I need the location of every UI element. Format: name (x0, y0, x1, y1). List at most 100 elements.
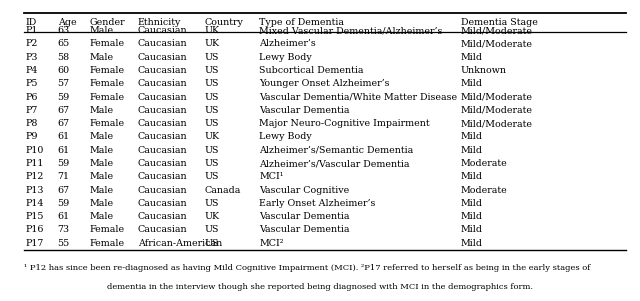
Text: Caucasian: Caucasian (138, 79, 188, 88)
Text: Male: Male (90, 146, 114, 155)
Text: Caucasian: Caucasian (138, 212, 188, 221)
Text: Mild/Moderate: Mild/Moderate (461, 119, 532, 128)
Text: Mild/Moderate: Mild/Moderate (461, 106, 532, 115)
Text: Alzheimer’s: Alzheimer’s (259, 39, 316, 48)
Text: Major Neuro-Cognitive Impairment: Major Neuro-Cognitive Impairment (259, 119, 430, 128)
Text: Male: Male (90, 212, 114, 221)
Text: US: US (205, 79, 220, 88)
Text: P3: P3 (26, 53, 38, 62)
Text: 67: 67 (58, 119, 70, 128)
Text: 61: 61 (58, 132, 70, 141)
Text: US: US (205, 239, 220, 248)
Text: 58: 58 (58, 53, 70, 62)
Text: Female: Female (90, 225, 125, 234)
Text: P10: P10 (26, 146, 44, 155)
Text: Female: Female (90, 39, 125, 48)
Text: Type of Dementia: Type of Dementia (259, 18, 344, 26)
Text: Mild: Mild (461, 146, 483, 155)
Text: Male: Male (90, 172, 114, 181)
Text: UK: UK (205, 212, 220, 221)
Text: P5: P5 (26, 79, 38, 88)
Text: Dementia Stage: Dementia Stage (461, 18, 538, 26)
Text: Mild: Mild (461, 172, 483, 181)
Text: Caucasian: Caucasian (138, 146, 188, 155)
Text: Male: Male (90, 159, 114, 168)
Text: Female: Female (90, 239, 125, 248)
Text: 71: 71 (58, 172, 70, 181)
Text: P6: P6 (26, 93, 38, 102)
Text: US: US (205, 225, 220, 234)
Text: 59: 59 (58, 199, 70, 208)
Text: Caucasian: Caucasian (138, 119, 188, 128)
Text: P16: P16 (26, 225, 44, 234)
Text: Vascular Dementia: Vascular Dementia (259, 106, 349, 115)
Text: Female: Female (90, 93, 125, 102)
Text: Alzheimer’s/Vascular Dementia: Alzheimer’s/Vascular Dementia (259, 159, 410, 168)
Text: 65: 65 (58, 39, 70, 48)
Text: Mixed Vascular Dementia/Alzheimer’s: Mixed Vascular Dementia/Alzheimer’s (259, 26, 443, 35)
Text: US: US (205, 146, 220, 155)
Text: Alzheimer’s/Semantic Dementia: Alzheimer’s/Semantic Dementia (259, 146, 413, 155)
Text: P17: P17 (26, 239, 44, 248)
Text: 55: 55 (58, 239, 70, 248)
Text: African-American: African-American (138, 239, 222, 248)
Text: US: US (205, 119, 220, 128)
Text: P15: P15 (26, 212, 44, 221)
Text: Vascular Dementia: Vascular Dementia (259, 225, 349, 234)
Text: Mild/Moderate: Mild/Moderate (461, 93, 532, 102)
Text: Moderate: Moderate (461, 186, 508, 194)
Text: Country: Country (205, 18, 244, 26)
Text: P8: P8 (26, 119, 38, 128)
Text: Mild: Mild (461, 212, 483, 221)
Text: US: US (205, 106, 220, 115)
Text: Mild/Moderate: Mild/Moderate (461, 39, 532, 48)
Text: P11: P11 (26, 159, 44, 168)
Text: Caucasian: Caucasian (138, 26, 188, 35)
Text: Caucasian: Caucasian (138, 225, 188, 234)
Text: Caucasian: Caucasian (138, 172, 188, 181)
Text: 57: 57 (58, 79, 70, 88)
Text: Mild: Mild (461, 239, 483, 248)
Text: ID: ID (26, 18, 37, 26)
Text: Younger Onset Alzheimer’s: Younger Onset Alzheimer’s (259, 79, 390, 88)
Text: Male: Male (90, 132, 114, 141)
Text: Mild: Mild (461, 225, 483, 234)
Text: Vascular Dementia/White Matter Disease: Vascular Dementia/White Matter Disease (259, 93, 458, 102)
Text: P12: P12 (26, 172, 44, 181)
Text: Female: Female (90, 119, 125, 128)
Text: Vascular Dementia: Vascular Dementia (259, 212, 349, 221)
Text: 61: 61 (58, 146, 70, 155)
Text: Moderate: Moderate (461, 159, 508, 168)
Text: US: US (205, 66, 220, 75)
Text: P7: P7 (26, 106, 38, 115)
Text: P4: P4 (26, 66, 38, 75)
Text: Vascular Cognitive: Vascular Cognitive (259, 186, 349, 194)
Text: Caucasian: Caucasian (138, 93, 188, 102)
Text: US: US (205, 159, 220, 168)
Text: Male: Male (90, 53, 114, 62)
Text: Caucasian: Caucasian (138, 53, 188, 62)
Text: Caucasian: Caucasian (138, 186, 188, 194)
Text: P13: P13 (26, 186, 44, 194)
Text: Canada: Canada (205, 186, 241, 194)
Text: 73: 73 (58, 225, 70, 234)
Text: 63: 63 (58, 26, 70, 35)
Text: Mild: Mild (461, 53, 483, 62)
Text: US: US (205, 53, 220, 62)
Text: Caucasian: Caucasian (138, 159, 188, 168)
Text: Caucasian: Caucasian (138, 66, 188, 75)
Text: Female: Female (90, 79, 125, 88)
Text: Lewy Body: Lewy Body (259, 132, 312, 141)
Text: Male: Male (90, 186, 114, 194)
Text: 59: 59 (58, 93, 70, 102)
Text: Caucasian: Caucasian (138, 132, 188, 141)
Text: Mild: Mild (461, 79, 483, 88)
Text: 67: 67 (58, 186, 70, 194)
Text: P9: P9 (26, 132, 38, 141)
Text: Gender: Gender (90, 18, 125, 26)
Text: dementia in the interview though she reported being diagnosed with MCI in the de: dementia in the interview though she rep… (107, 283, 533, 290)
Text: US: US (205, 199, 220, 208)
Text: Caucasian: Caucasian (138, 199, 188, 208)
Text: Subcortical Dementia: Subcortical Dementia (259, 66, 364, 75)
Text: P14: P14 (26, 199, 44, 208)
